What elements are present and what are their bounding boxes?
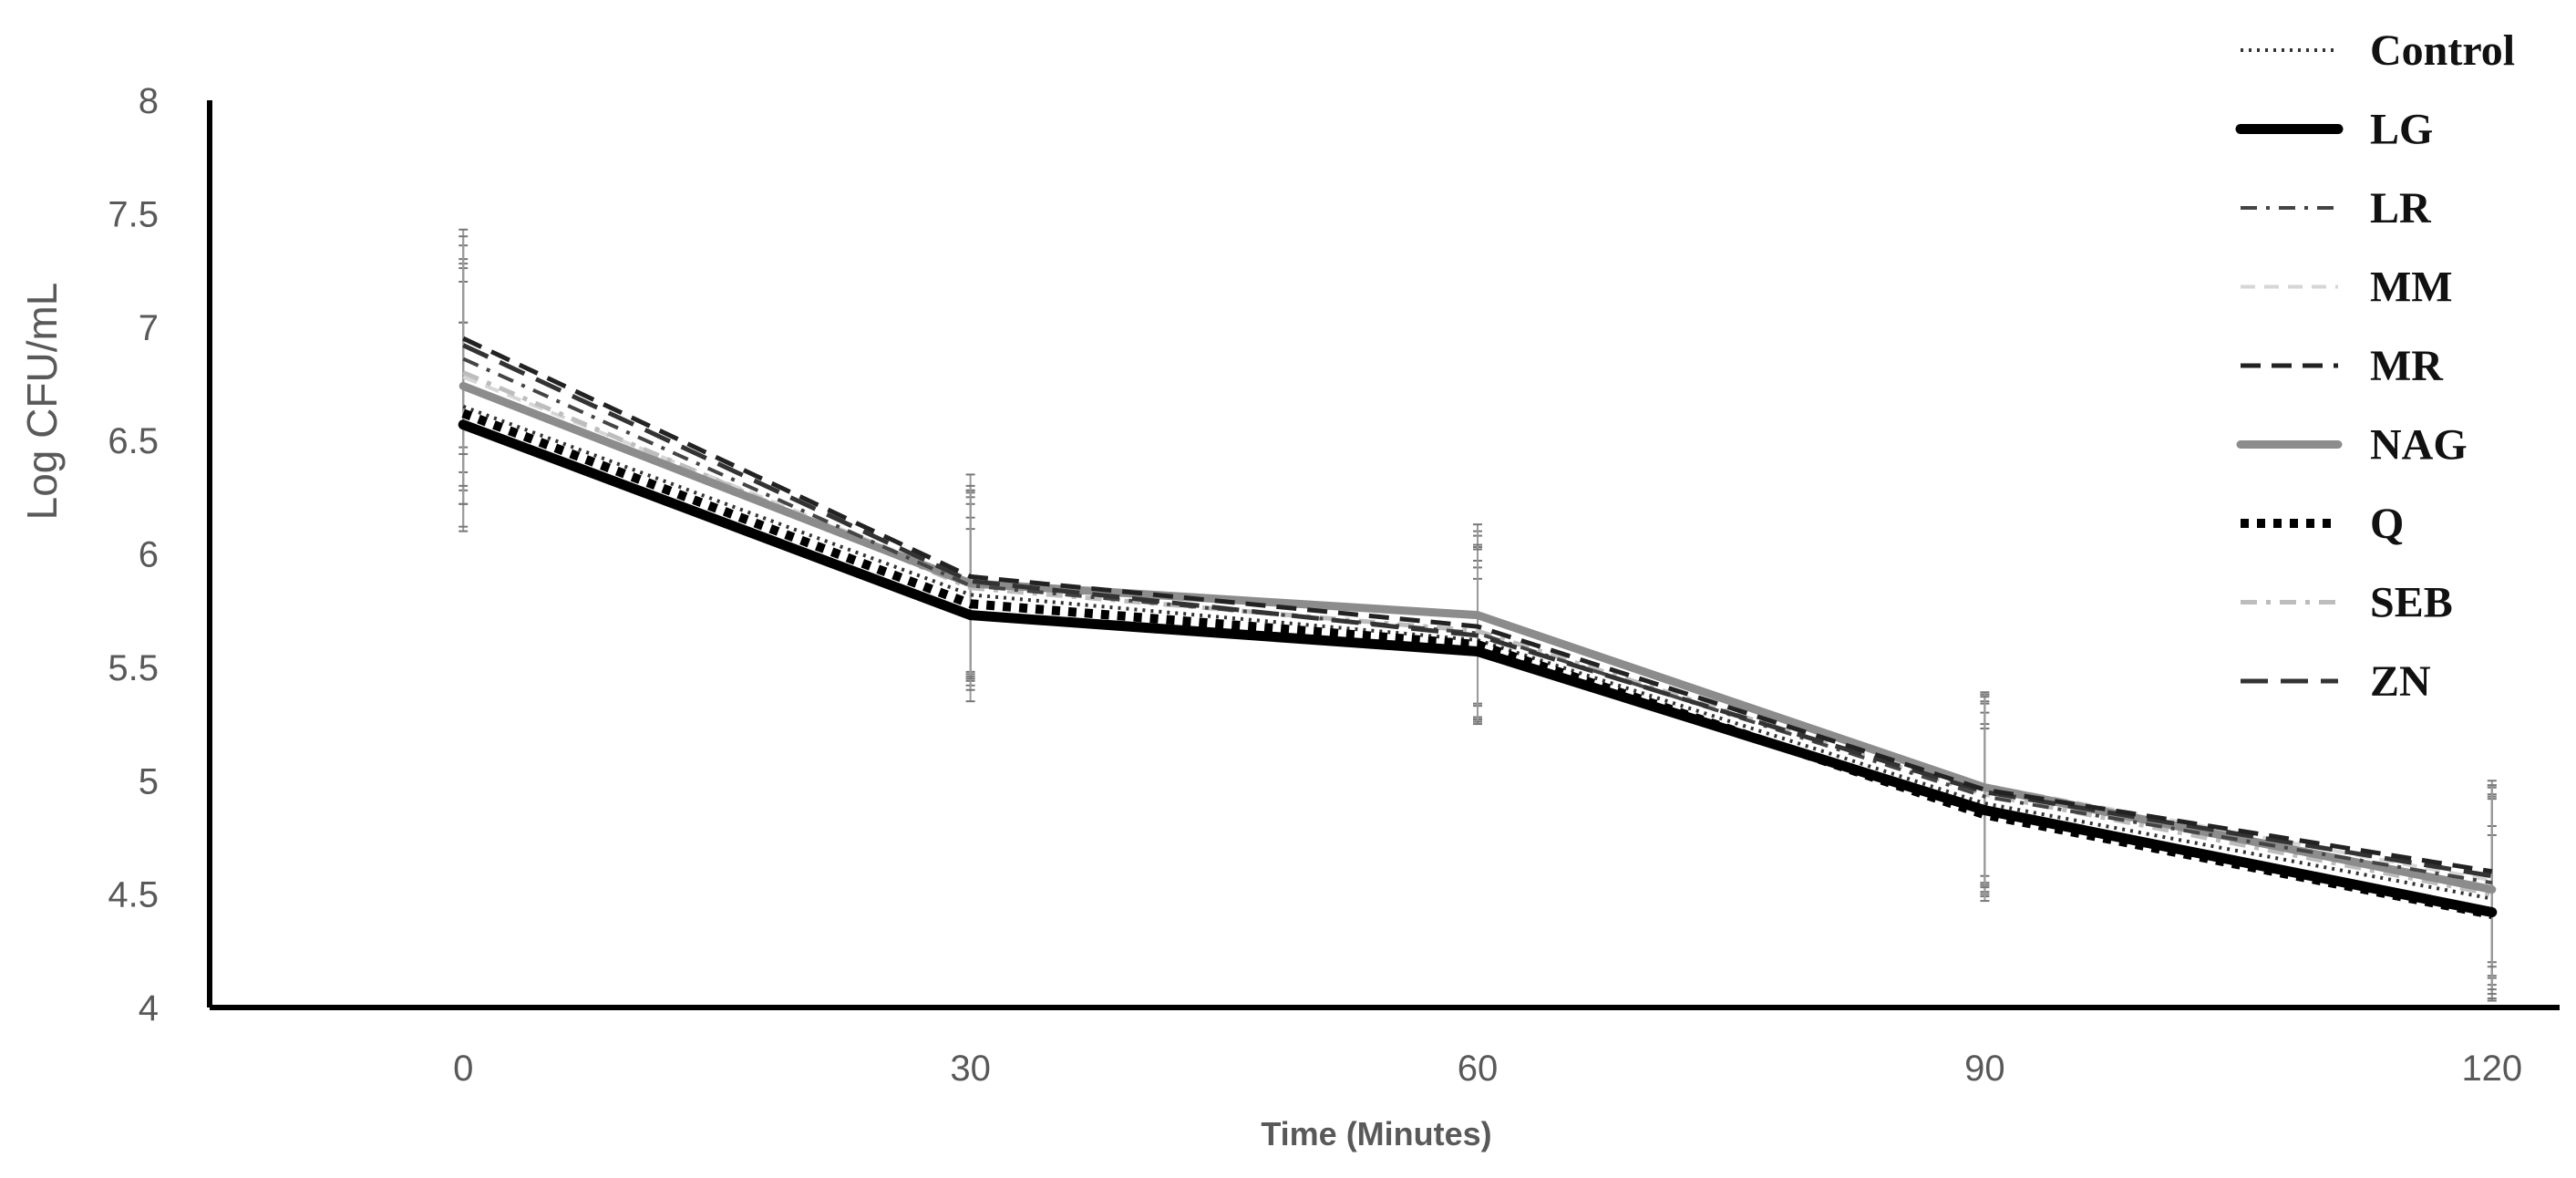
y-tick-label: 7.5: [108, 194, 159, 234]
y-tick-label: 6: [139, 535, 159, 575]
y-tick-label: 8: [139, 81, 159, 121]
error-bar: [2487, 784, 2497, 968]
x-tick-label: 120: [2461, 1049, 2522, 1089]
x-tick-label: 0: [453, 1049, 473, 1089]
series-line-zn: [462, 343, 2493, 879]
legend-item: Control: [2241, 26, 2515, 75]
legend-item: Q: [2241, 500, 2404, 548]
x-axis-title: Time (Minutes): [1261, 1115, 1491, 1152]
legend-label: MM: [2370, 264, 2453, 312]
axes: [207, 100, 2560, 1010]
x-tick-label: 30: [950, 1049, 991, 1089]
legend-label: MR: [2370, 342, 2444, 390]
legend-item: LR: [2241, 184, 2432, 232]
legend-label: ZN: [2370, 657, 2431, 706]
y-tick-label: 6.5: [108, 421, 159, 461]
series-lines: [458, 336, 2498, 919]
y-tick-labels: 4 4.5 5 5.5 6 6.5 7 7.5 8: [108, 81, 159, 1028]
legend-item: SEB: [2241, 579, 2453, 627]
y-axis-title: Log CFU/mL: [18, 283, 66, 521]
x-tick-labels: 0 30 60 90 120: [453, 1049, 2522, 1089]
legend-label: LG: [2370, 106, 2433, 154]
legend: Control LG LR MM MR NAG Q SEB ZN: [2235, 26, 2515, 706]
series-line-lr: [462, 356, 2493, 885]
legend-item: ZN: [2241, 657, 2431, 706]
x-tick-label: 60: [1458, 1049, 1499, 1089]
legend-label: NAG: [2370, 421, 2468, 470]
y-tick-label: 4: [139, 988, 159, 1028]
legend-item: NAG: [2236, 421, 2468, 470]
y-tick-label: 5.5: [108, 648, 159, 688]
legend-item: MM: [2241, 264, 2453, 312]
y-tick-label: 4.5: [108, 875, 159, 915]
legend-item: LG: [2235, 106, 2433, 154]
legend-label: LR: [2370, 184, 2432, 232]
x-tick-label: 90: [1964, 1049, 2005, 1089]
series-line-mr: [462, 336, 2493, 874]
legend-label: Control: [2370, 26, 2515, 75]
y-tick-label: 7: [139, 308, 159, 348]
series-line-q: [461, 408, 2493, 919]
error-bar: [1980, 696, 1990, 889]
legend-label: Q: [2370, 500, 2404, 548]
y-tick-label: 5: [139, 761, 159, 801]
legend-item: MR: [2241, 342, 2444, 390]
legend-label: SEB: [2370, 579, 2453, 627]
